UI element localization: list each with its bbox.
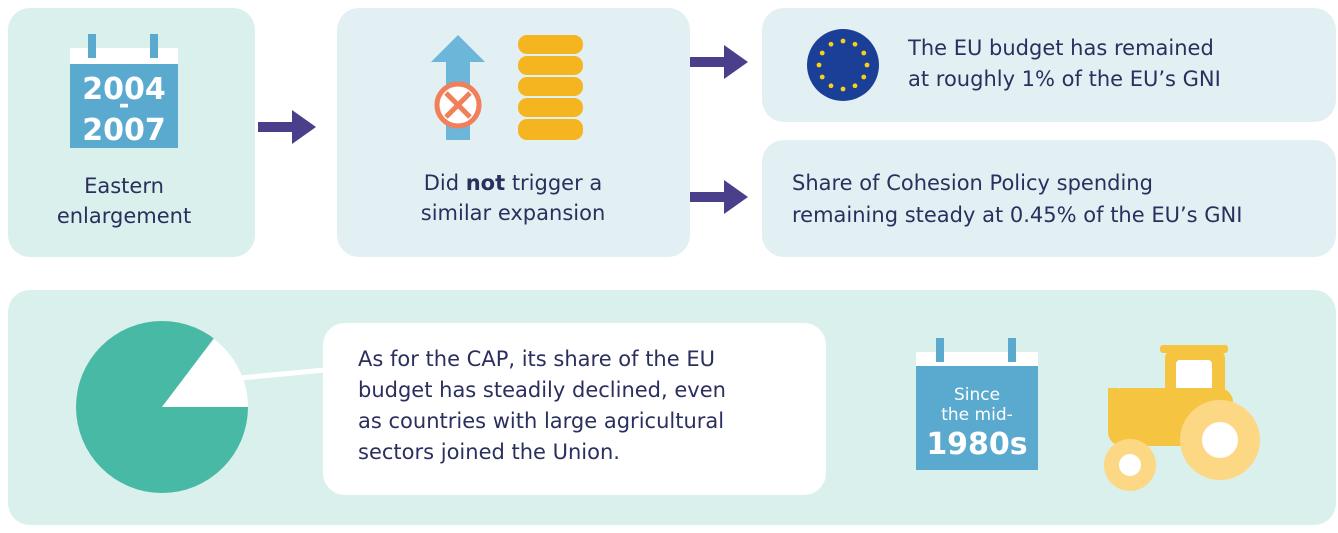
coin-stack-icon	[518, 35, 583, 140]
eu-flag-icon	[807, 29, 879, 101]
label: enlargement	[57, 204, 191, 228]
up-arrow-icon	[431, 35, 485, 140]
cap-text: As for the CAP, its share of the EU	[358, 347, 715, 371]
star	[852, 83, 858, 89]
calendar-icon: Since the mid- 1980s	[916, 338, 1038, 470]
cap-text: as countries with large agricultural	[358, 409, 724, 433]
period: 1980s	[926, 427, 1027, 462]
emphasis: not	[466, 171, 505, 195]
star	[819, 50, 825, 56]
label: Did not trigger a	[424, 171, 603, 195]
arrow	[690, 45, 748, 79]
text-card	[323, 323, 826, 495]
label: similar expansion	[421, 201, 606, 225]
tractor-icon	[1104, 345, 1260, 491]
cap-text: sectors joined the Union.	[358, 440, 620, 464]
star	[864, 62, 870, 68]
panel	[337, 8, 690, 257]
star	[852, 41, 858, 47]
outcome-text: remaining steady at 0.45% of the EU’s GN…	[792, 203, 1242, 227]
star	[819, 74, 825, 80]
since-text: Since	[954, 385, 1000, 405]
star	[840, 86, 846, 92]
star	[861, 50, 867, 56]
outcome-text: at roughly 1% of the EU’s GNI	[908, 67, 1221, 91]
panel	[762, 140, 1336, 257]
outcome-text: The EU budget has remained	[907, 36, 1214, 60]
separator: -	[119, 90, 130, 120]
star	[828, 83, 834, 89]
star	[816, 62, 822, 68]
pie-icon	[76, 321, 326, 493]
cap-text: budget has steadily declined, even	[358, 378, 726, 402]
outcome-text: Share of Cohesion Policy spending	[792, 171, 1153, 195]
panel	[762, 8, 1336, 122]
arrow	[690, 180, 748, 214]
year: 2007	[82, 113, 166, 148]
star	[828, 41, 834, 47]
text: trigger a	[505, 171, 602, 195]
text: Did	[424, 171, 466, 195]
star	[840, 38, 846, 44]
calendar-icon: 2004 - 2007	[70, 34, 178, 148]
star	[861, 74, 867, 80]
label: Eastern	[84, 174, 164, 198]
since-text: the mid-	[941, 405, 1013, 425]
year: 2004	[82, 72, 166, 107]
arrow	[258, 110, 316, 144]
